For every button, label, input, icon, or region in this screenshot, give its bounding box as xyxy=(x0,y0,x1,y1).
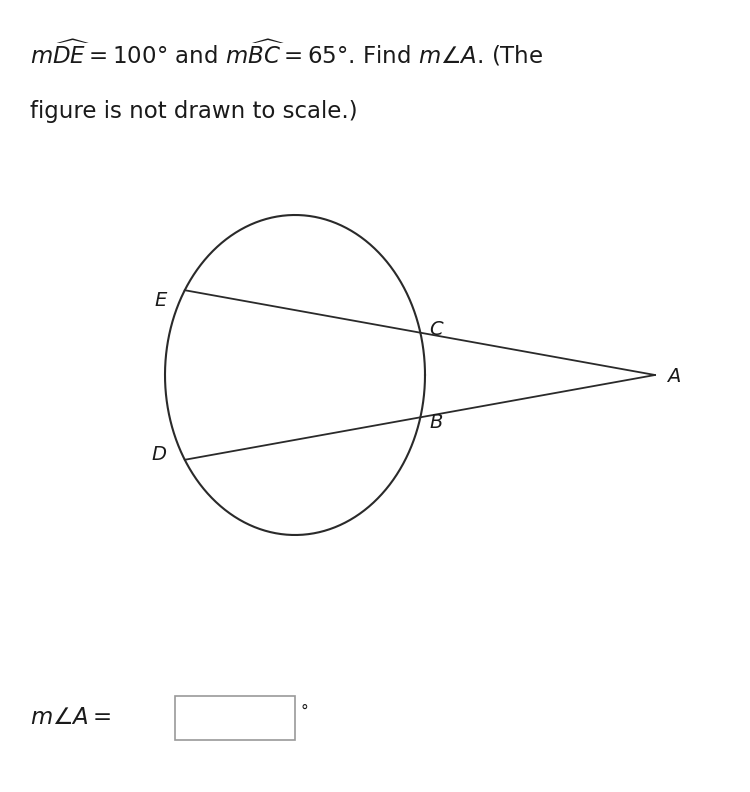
FancyBboxPatch shape xyxy=(175,696,295,740)
Text: C: C xyxy=(430,319,443,338)
Text: $m\angle A =$: $m\angle A =$ xyxy=(30,706,112,729)
Text: °: ° xyxy=(301,704,309,719)
Text: D: D xyxy=(152,445,166,464)
Text: E: E xyxy=(154,291,166,310)
Text: figure is not drawn to scale.): figure is not drawn to scale.) xyxy=(30,100,358,123)
Text: A: A xyxy=(667,367,680,386)
Text: B: B xyxy=(430,413,443,432)
Text: $m\widehat{DE} = 100°$ and $m\widehat{BC} = 65°$. Find $m\angle A$. (The: $m\widehat{DE} = 100°$ and $m\widehat{BC… xyxy=(30,38,543,68)
